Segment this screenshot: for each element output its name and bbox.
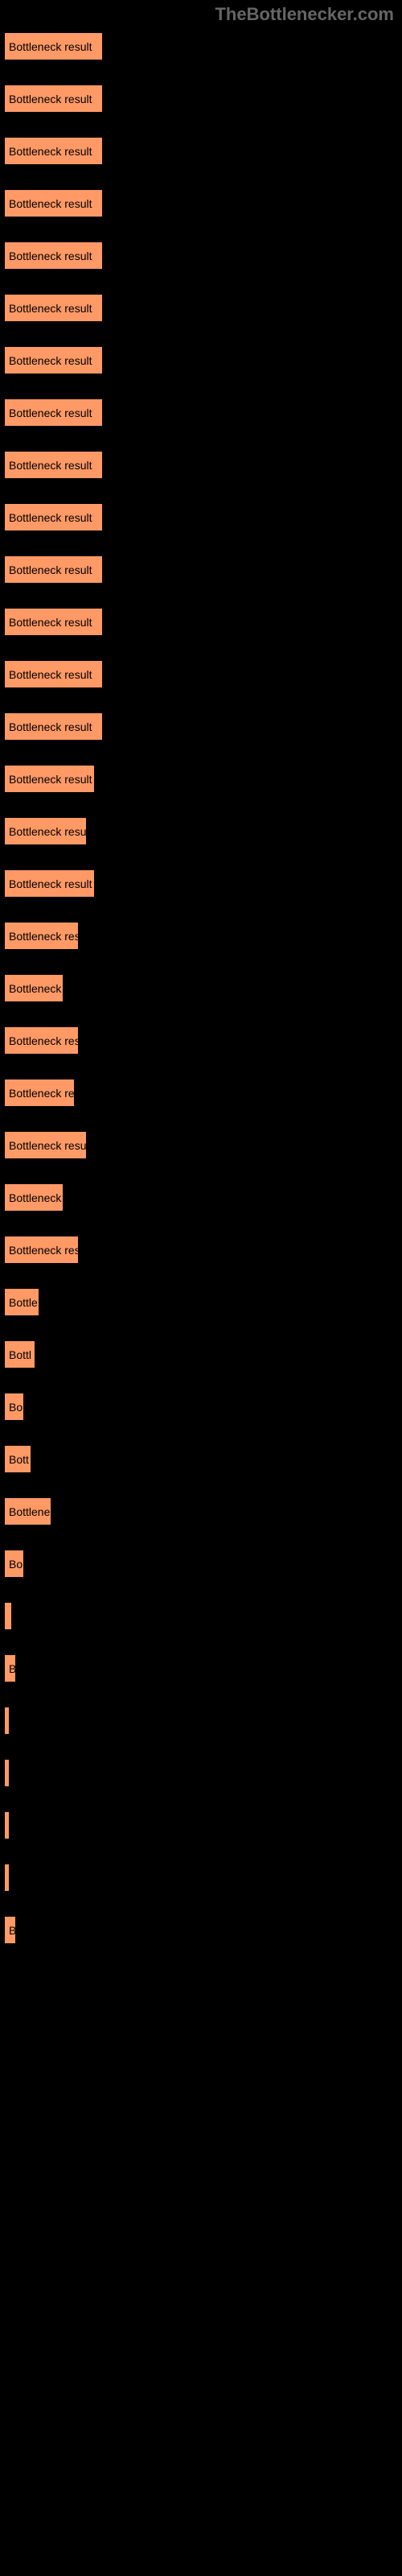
bar-row: Bo: [4, 1393, 402, 1421]
watermark-text: TheBottlenecker.com: [215, 4, 394, 25]
bar-row: Bottlene: [4, 1497, 402, 1525]
bar: Bottleneck result: [4, 346, 103, 374]
bar: Bottlene: [4, 1497, 51, 1525]
bar-row: Bottleneck res: [4, 1236, 402, 1264]
bar: Bottleneck result: [4, 1131, 87, 1159]
bar: Bottleneck result: [4, 555, 103, 584]
bar: Bottleneck result: [4, 294, 103, 322]
bar: Bottleneck res: [4, 1026, 79, 1055]
bar: Bottleneck result: [4, 608, 103, 636]
bar: Bottleneck result: [4, 85, 103, 113]
bar: Bottleneck re: [4, 1079, 75, 1107]
bar-row: Bottleneck: [4, 974, 402, 1002]
bar-row: Bottleneck result: [4, 660, 402, 688]
bar-row: [4, 1811, 402, 1839]
bar: Bottleneck result: [4, 869, 95, 898]
bar-row: Bottleneck result: [4, 608, 402, 636]
bar: Bottleneck res: [4, 1236, 79, 1264]
bar: Bottleneck: [4, 974, 64, 1002]
bar: Bottleneck result: [4, 660, 103, 688]
bar-row: Bottleneck result: [4, 398, 402, 427]
bar-row: Bottleneck result: [4, 137, 402, 165]
bar: Bo: [4, 1393, 24, 1421]
bar-row: Bottleneck result: [4, 765, 402, 793]
bar: Bottl: [4, 1340, 35, 1368]
bar: [4, 1864, 10, 1892]
bar: Bo: [4, 1550, 24, 1578]
bar-row: Bottleneck res: [4, 922, 402, 950]
bar-row: [4, 1759, 402, 1787]
bar-chart: Bottleneck result Bottleneck result Bottle…: [0, 0, 402, 1944]
bar-row: Bottl: [4, 1340, 402, 1368]
bar: Bottleneck result: [4, 451, 103, 479]
bar: Bottleneck result: [4, 712, 103, 741]
bar: Bottleneck result: [4, 32, 103, 60]
bar-row: Bottleneck result: [4, 346, 402, 374]
bar: Bottleneck result: [4, 242, 103, 270]
bar-row: Bo: [4, 1550, 402, 1578]
bar: Bottleneck res: [4, 922, 79, 950]
bar: B: [4, 1916, 16, 1944]
bar-row: Bottleneck res: [4, 1026, 402, 1055]
bar: Bottleneck: [4, 1183, 64, 1212]
bar-row: Bottleneck result: [4, 869, 402, 898]
bar-row: Bottleneck result: [4, 294, 402, 322]
bar: Bottleneck result: [4, 137, 103, 165]
bar-row: Bottleneck: [4, 1183, 402, 1212]
bar: [4, 1811, 10, 1839]
bar: Bottleneck result: [4, 503, 103, 531]
bar-row: Bottleneck result: [4, 242, 402, 270]
bar-row: Bott: [4, 1445, 402, 1473]
bar-row: Bottleneck result: [4, 32, 402, 60]
bar: Bott: [4, 1445, 31, 1473]
bar: [4, 1707, 10, 1735]
bar: Bottleneck result: [4, 765, 95, 793]
bar: Bottle: [4, 1288, 39, 1316]
bar-row: Bottleneck re: [4, 1079, 402, 1107]
bar: Bottleneck result: [4, 398, 103, 427]
bar: [4, 1602, 12, 1630]
bar-row: B: [4, 1916, 402, 1944]
bar-row: Bottleneck result: [4, 85, 402, 113]
bar-row: Bottleneck resu: [4, 817, 402, 845]
bar-row: Bottleneck result: [4, 189, 402, 217]
bar-row: Bottleneck result: [4, 555, 402, 584]
bar-row: [4, 1864, 402, 1892]
bar: Bottleneck result: [4, 189, 103, 217]
bar-row: Bottleneck result: [4, 451, 402, 479]
bar: Bottleneck resu: [4, 817, 87, 845]
bar-row: Bottleneck result: [4, 1131, 402, 1159]
bar-row: Bottle: [4, 1288, 402, 1316]
bar: [4, 1759, 10, 1787]
bar: B: [4, 1654, 16, 1682]
bar-row: Bottleneck result: [4, 503, 402, 531]
bar-row: Bottleneck result: [4, 712, 402, 741]
bar-row: [4, 1707, 402, 1735]
bar-row: B: [4, 1654, 402, 1682]
bar-row: [4, 1602, 402, 1630]
